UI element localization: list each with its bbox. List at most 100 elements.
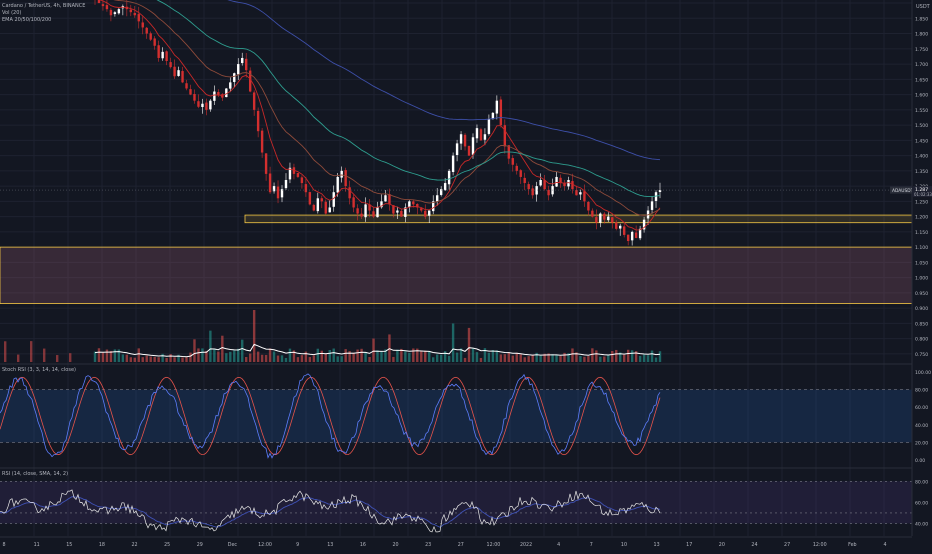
candle-body: [567, 180, 570, 187]
candle-body: [181, 71, 184, 83]
volume-bar: [511, 355, 514, 362]
volume-bar: [539, 355, 542, 362]
volume-bar: [364, 352, 367, 362]
candle-body: [658, 190, 662, 192]
candle-body: [412, 201, 415, 205]
candle-body: [392, 205, 395, 214]
candle-body: [547, 190, 550, 196]
time-tick-label: 9: [296, 542, 299, 548]
volume-bar: [360, 348, 363, 362]
candle-body: [217, 92, 220, 95]
candle-body: [268, 173, 272, 193]
volume-bar: [320, 350, 323, 362]
price-tick-label: 1.150: [915, 230, 928, 236]
candle-body: [607, 216, 610, 221]
candle-body: [376, 207, 379, 218]
stoch-tick-label: 0.00: [915, 458, 925, 464]
candle-body: [388, 194, 391, 205]
time-tick-label: 20: [393, 542, 399, 548]
volume-bar: [380, 351, 383, 362]
stoch-band: [0, 389, 912, 443]
volume-bar: [153, 356, 156, 362]
volume-bar: [467, 327, 471, 362]
candle-body: [579, 192, 582, 195]
volume-bar: [646, 355, 650, 362]
candle-body: [463, 134, 467, 147]
price-tick-label: 1.200: [915, 215, 928, 221]
time-tick-label: 2022: [520, 542, 532, 548]
candle-body: [615, 222, 618, 229]
stoch-tick-label: 60.00: [915, 405, 928, 411]
rsi-ma-line: [0, 496, 661, 528]
volume-bar: [451, 323, 455, 362]
time-tick-label: 10: [621, 542, 627, 548]
time-tick-label: 17: [686, 542, 692, 548]
time-tick-label: 16: [360, 542, 366, 548]
volume-bar: [272, 351, 276, 362]
volume-bar: [372, 338, 375, 362]
price-tick-label: 1.450: [915, 138, 928, 144]
candle-body: [396, 210, 399, 213]
volume-bar: [145, 355, 148, 362]
volume-bar: [177, 354, 180, 362]
candle-body: [364, 204, 367, 218]
volume-bar: [630, 350, 634, 362]
volume-bar: [296, 357, 300, 362]
price-axis-bg: [912, 0, 932, 550]
volume-bar: [455, 352, 459, 362]
volume-bar: [312, 355, 316, 362]
volume-bar: [241, 339, 244, 362]
volume-bar: [622, 354, 626, 362]
volume-bar: [435, 354, 439, 362]
stoch-d-line: [0, 376, 661, 456]
time-tick-label: 27: [458, 542, 464, 548]
volume-bar: [264, 354, 268, 362]
volume-bar: [615, 349, 618, 362]
price-tick-label: 0.900: [915, 306, 928, 312]
price-tick-label: 0.850: [915, 321, 928, 327]
candle-body: [237, 64, 240, 75]
candle-body: [479, 129, 483, 141]
candle-body: [197, 101, 200, 107]
candle-body: [101, 4, 105, 7]
candle-body: [443, 183, 447, 191]
time-tick-label: 24: [751, 542, 757, 548]
volume-bar: [491, 349, 495, 362]
volume-bar: [424, 350, 427, 362]
volume-bar: [340, 356, 343, 362]
volume-bar: [17, 354, 20, 362]
price-tick-label: 1.000: [915, 276, 928, 282]
candle-body: [213, 91, 216, 101]
volume-bar: [495, 350, 499, 362]
price-tick-label: 0.950: [915, 291, 928, 297]
last-price-label: 1.287: [915, 187, 928, 193]
candle-body: [280, 189, 284, 198]
volume-bar: [121, 354, 125, 362]
candle-body: [626, 234, 630, 242]
candle-body: [360, 213, 363, 217]
candle-body: [499, 99, 503, 126]
candle-body: [256, 110, 260, 132]
volume-bar: [459, 348, 463, 362]
candle-body: [622, 226, 626, 235]
stoch-tick-label: 100.00: [915, 370, 931, 376]
volume-bar: [133, 357, 136, 362]
volume-bar: [483, 348, 487, 362]
candle-body: [595, 217, 598, 223]
volume-bar: [185, 357, 188, 362]
price-tick-label: 1.650: [915, 77, 928, 83]
candle-body: [404, 207, 407, 217]
candle-body: [296, 173, 300, 177]
volume-bar: [650, 350, 654, 362]
volume-bar: [396, 349, 399, 362]
candle-body: [400, 210, 403, 217]
candle-body: [455, 143, 459, 156]
time-tick-label: 18: [99, 542, 105, 548]
volume-bar: [157, 357, 160, 362]
volume-bar: [527, 356, 530, 362]
time-tick-label: 12:00: [487, 542, 501, 548]
time-tick-label: Dec: [228, 542, 238, 548]
volume-bar: [356, 349, 359, 362]
